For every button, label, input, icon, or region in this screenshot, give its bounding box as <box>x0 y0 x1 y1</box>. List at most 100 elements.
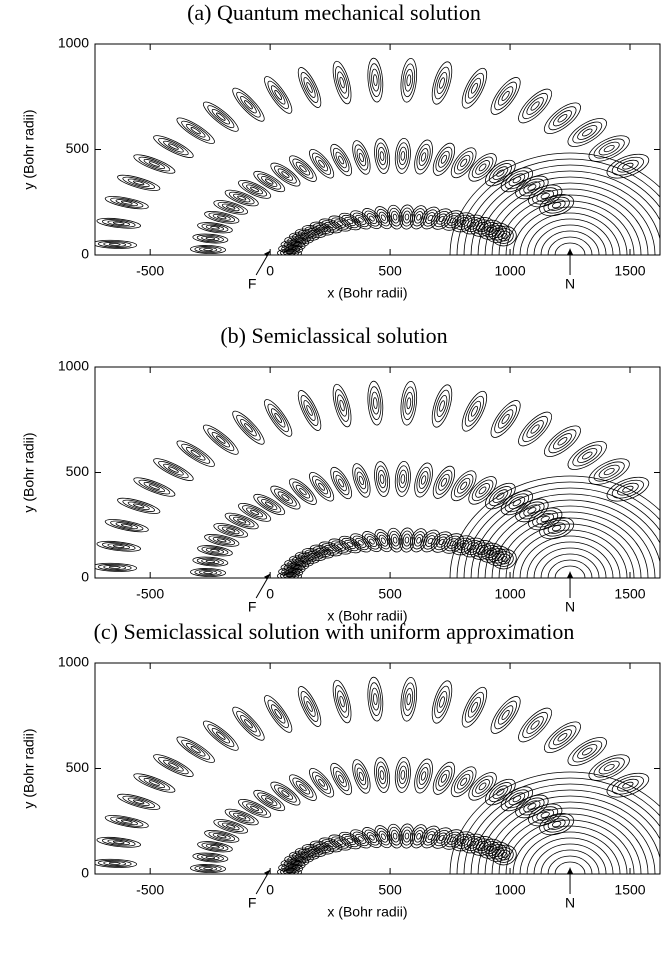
contour-line <box>303 77 316 98</box>
contour-line <box>336 840 344 845</box>
contour-line <box>376 531 391 550</box>
contour-line <box>196 557 224 566</box>
contour-line <box>236 414 261 441</box>
contour-line <box>390 210 400 224</box>
contours <box>95 57 660 255</box>
contour-line <box>554 861 586 874</box>
contour-line <box>464 72 485 104</box>
contour-line <box>467 77 481 99</box>
contour-line <box>433 533 450 551</box>
contour-line <box>567 441 607 470</box>
contour-line <box>366 536 378 548</box>
contour-line <box>274 89 282 100</box>
contour-line <box>444 212 462 229</box>
contour-line <box>440 154 448 164</box>
plot-frame <box>94 43 661 256</box>
contour-line <box>185 123 206 138</box>
contour-line <box>475 221 489 233</box>
contour-line <box>103 860 127 866</box>
contour-line <box>201 223 229 233</box>
contour-line <box>337 71 347 94</box>
contour-line <box>224 189 259 207</box>
contour-line <box>404 687 414 711</box>
contour-line <box>446 834 459 845</box>
contour-line <box>264 178 274 185</box>
contour-line <box>519 535 621 578</box>
contour-line <box>354 467 369 494</box>
contour-line <box>358 152 364 163</box>
contour-line <box>203 571 213 574</box>
x-tick-label: -500 <box>136 586 164 602</box>
contour-line <box>367 380 384 426</box>
contour-line <box>494 404 517 434</box>
contour-line <box>352 535 369 551</box>
annotation: F <box>248 599 257 615</box>
contour-line <box>253 493 286 516</box>
contour-line <box>491 511 649 578</box>
contour-line <box>274 784 297 803</box>
contour-line <box>309 768 335 798</box>
contour-line <box>547 236 593 255</box>
contour-line <box>148 161 160 167</box>
contour-line <box>526 420 544 438</box>
contour-line <box>185 742 206 757</box>
contour-line <box>432 142 456 176</box>
contour-line <box>468 772 497 801</box>
contour-line <box>611 156 644 176</box>
contour-line <box>540 849 600 874</box>
contour-line <box>257 792 282 809</box>
contour-line <box>338 155 345 165</box>
contour-line <box>526 716 544 734</box>
contour-line <box>224 808 259 826</box>
contour-line <box>300 72 319 103</box>
contour-line <box>192 233 229 244</box>
contour-line <box>377 469 387 489</box>
contour-line <box>477 795 660 874</box>
contour-line <box>334 66 350 99</box>
contour-line <box>496 169 505 177</box>
contour-line <box>603 467 615 476</box>
contour-line <box>367 57 384 103</box>
contour-line <box>228 191 255 205</box>
contour-line <box>356 148 367 167</box>
contour-line <box>357 217 364 223</box>
contour-line <box>133 154 176 174</box>
contour-line <box>115 199 138 207</box>
contour-line <box>216 112 226 121</box>
contour-line <box>380 537 386 544</box>
contour-line <box>536 190 554 202</box>
contour-line <box>392 832 398 840</box>
contour-line <box>491 807 649 874</box>
contour-line <box>598 760 620 775</box>
contour-line <box>416 762 431 790</box>
contour-line <box>213 523 249 538</box>
contour-line <box>422 828 438 846</box>
contour-line <box>390 829 400 843</box>
contour-line <box>301 844 327 857</box>
contour-line <box>226 205 236 210</box>
contour-line <box>450 147 477 179</box>
contour-line <box>213 200 249 215</box>
contour-line <box>530 720 540 730</box>
contour-line <box>606 153 650 179</box>
contour-line <box>444 535 462 552</box>
annotation: F <box>248 276 257 292</box>
contour-line <box>336 544 344 549</box>
contour-line <box>593 138 625 159</box>
contour-line <box>244 719 253 729</box>
contour-line <box>148 780 160 786</box>
contour-line <box>97 859 132 867</box>
contour-line <box>496 788 505 796</box>
contour-line <box>526 97 544 115</box>
contour-line <box>281 171 290 178</box>
contour-line <box>400 474 406 484</box>
contour-line <box>460 158 468 167</box>
contour-line <box>457 477 471 494</box>
contour-line <box>552 433 572 450</box>
contour-line <box>536 513 554 525</box>
contour-line <box>339 76 345 89</box>
contour-line <box>352 140 371 175</box>
contour-line <box>593 461 625 482</box>
contour-line <box>240 96 257 114</box>
contour-line <box>292 481 314 502</box>
